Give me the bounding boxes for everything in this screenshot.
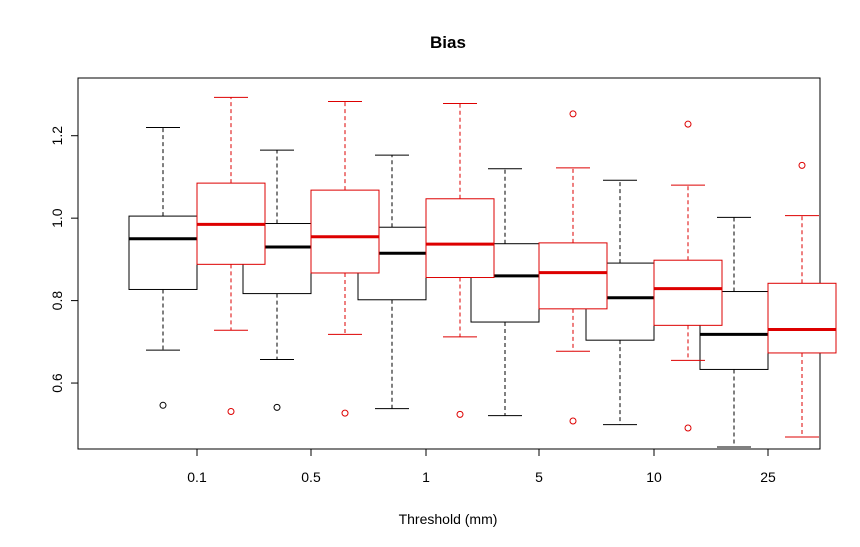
x-tick-label: 25 [760, 469, 776, 485]
x-tick-label: 5 [535, 469, 543, 485]
box-iqr [310, 189, 380, 274]
outlier-point [569, 417, 577, 425]
outlier-point [273, 403, 281, 411]
box-series2-0.5 [310, 100, 380, 417]
box-series2-1 [425, 103, 495, 418]
x-tick-label: 0.5 [301, 469, 321, 485]
outlier-point [227, 407, 235, 415]
outlier-point [798, 161, 806, 169]
x-tick-label: 0.1 [187, 469, 207, 485]
outlier-point [684, 424, 692, 432]
outlier-point [569, 110, 577, 118]
box-series1-25 [699, 216, 769, 448]
y-tick-label: 0.6 [49, 373, 65, 393]
y-axis: 0.6 0.8 1.0 1.2 [49, 126, 79, 393]
outlier-point [159, 401, 167, 409]
box-series1-0.1 [128, 126, 198, 409]
box-iqr [128, 215, 198, 290]
chart-title: Bias [430, 33, 466, 52]
x-axis-label: Threshold (mm) [399, 511, 498, 527]
box-series2-10 [653, 120, 723, 432]
box-series2-0.1 [196, 96, 266, 415]
box-iqr [767, 282, 837, 354]
box-iqr [425, 198, 495, 279]
outlier-point [456, 410, 464, 418]
outlier-point [341, 409, 349, 417]
box-series2-5 [538, 110, 608, 425]
y-tick-label: 1.0 [49, 208, 65, 228]
y-tick-label: 1.2 [49, 126, 65, 146]
x-axis: 0.1 0.5 1 5 10 25 [187, 448, 776, 485]
box-series2-25 [767, 161, 837, 438]
outlier-point [684, 120, 692, 128]
box-groups [128, 96, 837, 448]
box-iqr [538, 242, 608, 310]
x-tick-label: 10 [646, 469, 662, 485]
box-iqr [653, 259, 723, 326]
y-tick-label: 0.8 [49, 291, 65, 311]
x-tick-label: 1 [422, 469, 430, 485]
